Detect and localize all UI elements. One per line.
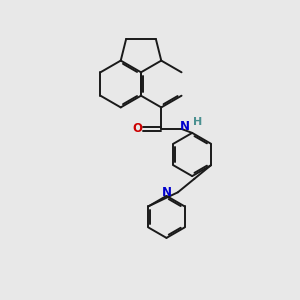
Text: N: N [180,119,190,133]
Text: N: N [161,186,172,199]
Text: H: H [193,117,202,128]
Text: O: O [133,122,143,136]
